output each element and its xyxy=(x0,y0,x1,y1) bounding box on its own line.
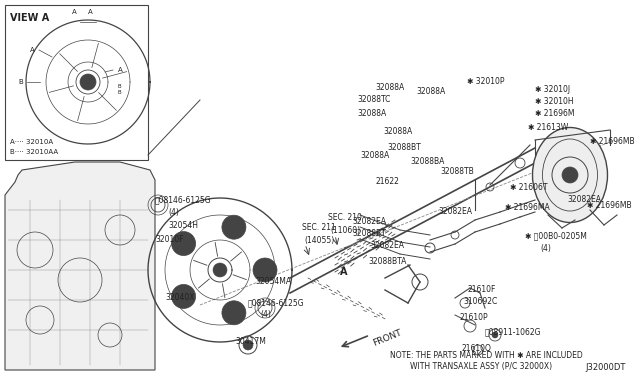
Text: (11060): (11060) xyxy=(330,225,360,234)
Text: 310692C: 310692C xyxy=(463,298,497,307)
Text: 32088TB: 32088TB xyxy=(440,167,474,176)
Text: B···· 32010AA: B···· 32010AA xyxy=(10,149,58,155)
Text: A: A xyxy=(118,67,123,73)
Text: WITH TRANSAXLE ASSY (P/C 32000X): WITH TRANSAXLE ASSY (P/C 32000X) xyxy=(410,362,552,372)
Circle shape xyxy=(172,285,196,308)
Text: 32082EA: 32082EA xyxy=(567,196,601,205)
Text: FRONT: FRONT xyxy=(372,328,404,348)
Text: A: A xyxy=(30,47,35,53)
Text: 32088A: 32088A xyxy=(360,151,389,160)
Text: NOTE: THE PARTS MARKED WITH ✱ ARE INCLUDED: NOTE: THE PARTS MARKED WITH ✱ ARE INCLUD… xyxy=(390,350,583,359)
Circle shape xyxy=(253,258,277,282)
Text: A: A xyxy=(72,9,77,15)
Text: 32088BT: 32088BT xyxy=(352,230,386,238)
Text: 21610F: 21610F xyxy=(468,285,497,295)
Text: Ⓒ08146-6125G: Ⓒ08146-6125G xyxy=(248,298,305,308)
Text: 32088BTA: 32088BTA xyxy=(368,257,406,266)
Text: 32088A: 32088A xyxy=(357,109,387,118)
Polygon shape xyxy=(5,162,155,370)
Text: SEC. 210: SEC. 210 xyxy=(328,214,362,222)
Text: ✱ 32010H: ✱ 32010H xyxy=(535,97,573,106)
Text: 32088A: 32088A xyxy=(375,83,404,93)
Circle shape xyxy=(213,263,227,277)
Circle shape xyxy=(172,231,196,256)
Text: 32040X: 32040X xyxy=(165,294,195,302)
Text: B: B xyxy=(18,79,23,85)
Text: ✱ 21613W: ✱ 21613W xyxy=(528,124,568,132)
Text: SEC. 211: SEC. 211 xyxy=(302,224,336,232)
Text: VIEW A: VIEW A xyxy=(10,13,49,23)
Text: (4): (4) xyxy=(540,244,551,253)
Bar xyxy=(5,5,148,160)
Text: ✱ 21696MB: ✱ 21696MB xyxy=(590,138,635,147)
Text: A···· 32010A: A···· 32010A xyxy=(10,139,53,145)
Text: ✱ 21696MB: ✱ 21696MB xyxy=(587,202,632,211)
Text: Ⓒ08146-6125G: Ⓒ08146-6125G xyxy=(155,196,212,205)
Text: ✱ 32010J: ✱ 32010J xyxy=(535,86,570,94)
Text: 21610P: 21610P xyxy=(460,314,488,323)
Text: 32088A: 32088A xyxy=(383,128,412,137)
Text: ✱ 21696M: ✱ 21696M xyxy=(535,109,575,119)
Text: 32088A: 32088A xyxy=(416,87,445,96)
Text: A: A xyxy=(340,267,348,277)
Circle shape xyxy=(222,301,246,325)
Text: 32082EA: 32082EA xyxy=(352,218,386,227)
Text: (14055): (14055) xyxy=(304,235,334,244)
Circle shape xyxy=(492,332,498,338)
Text: (4): (4) xyxy=(260,311,271,320)
Text: 32088TC: 32088TC xyxy=(357,96,390,105)
Circle shape xyxy=(222,215,246,239)
Text: ✱ 32010P: ✱ 32010P xyxy=(467,77,504,87)
Text: 32054H: 32054H xyxy=(168,221,198,230)
Text: B: B xyxy=(118,90,122,94)
Text: 32054MA: 32054MA xyxy=(255,278,291,286)
Circle shape xyxy=(80,74,96,90)
Text: (4): (4) xyxy=(168,208,179,217)
Text: B: B xyxy=(118,83,122,89)
Text: 32082EA: 32082EA xyxy=(438,208,472,217)
Text: 32088BA: 32088BA xyxy=(410,157,444,167)
Text: ✱ 21696MA: ✱ 21696MA xyxy=(505,203,550,212)
Text: ✱ 21606T: ✱ 21606T xyxy=(510,183,547,192)
Text: 30417M: 30417M xyxy=(235,337,266,346)
Text: 32088BT: 32088BT xyxy=(387,144,420,153)
Circle shape xyxy=(562,167,578,183)
Ellipse shape xyxy=(532,128,607,222)
Text: 21610Q: 21610Q xyxy=(462,343,492,353)
Text: J32000DT: J32000DT xyxy=(585,363,625,372)
Text: A: A xyxy=(88,9,93,15)
Text: Ⓒ08911-1062G: Ⓒ08911-1062G xyxy=(485,327,541,337)
Circle shape xyxy=(243,340,253,350)
Text: 32082EA: 32082EA xyxy=(370,241,404,250)
Text: 32010F: 32010F xyxy=(155,235,184,244)
Text: 21622: 21622 xyxy=(375,177,399,186)
Text: ✱ Ⓒ00B0-0205M: ✱ Ⓒ00B0-0205M xyxy=(525,231,587,241)
